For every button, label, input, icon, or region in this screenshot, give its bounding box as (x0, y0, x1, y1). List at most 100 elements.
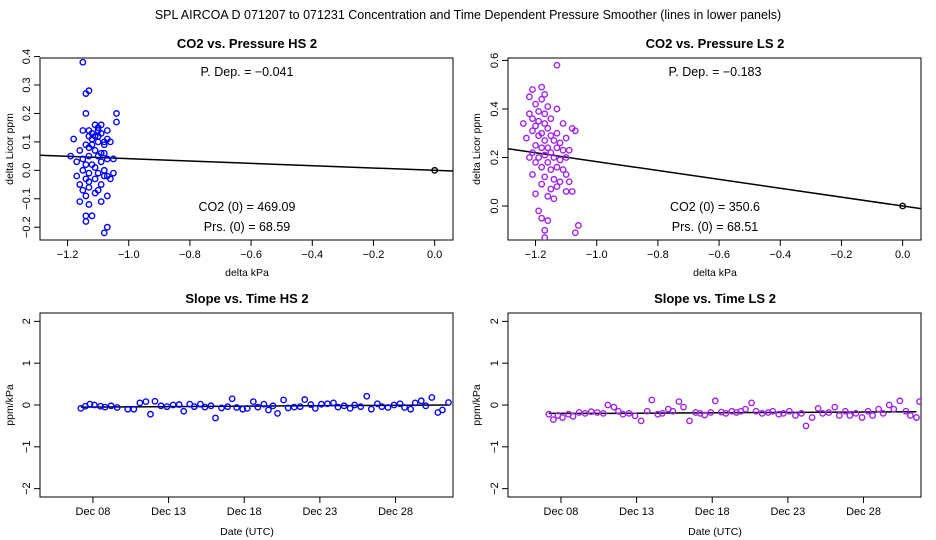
data-point (97, 402, 104, 410)
y-tick-label: 0.3 (21, 77, 33, 92)
data-point (91, 175, 99, 183)
data-point (547, 166, 555, 174)
data-point (593, 409, 601, 416)
data-point (97, 181, 105, 188)
data-point (79, 58, 87, 66)
data-point (346, 404, 354, 412)
data-point (522, 134, 530, 142)
data-point (91, 147, 99, 154)
x-tick-label: Dec 23 (770, 506, 805, 518)
data-point (819, 409, 827, 417)
data-point (538, 163, 546, 171)
plot-frame (39, 57, 454, 241)
data-point (779, 409, 787, 417)
data-point (544, 158, 552, 166)
prs-zero-label: Prs. (0) = 68.59 (204, 220, 291, 234)
data-point (163, 403, 171, 411)
panel-title: CO2 vs. Pressure HS 2 (177, 36, 317, 51)
panel-slope-time-hs2: Slope vs. Time HS 2 Date (UTC) ppm/kPa D… (4, 291, 454, 538)
data-point (535, 107, 542, 115)
y-tick-label: 0.4 (21, 49, 33, 64)
data-point (532, 100, 539, 108)
data-point (107, 402, 115, 410)
panel-title: CO2 vs. Pressure LS 2 (646, 36, 785, 51)
data-point (869, 412, 876, 419)
data-point (785, 407, 793, 415)
data-point (538, 95, 546, 103)
data-point (569, 412, 577, 420)
data-point (228, 395, 236, 403)
reference-point (431, 166, 439, 174)
data-point (541, 151, 549, 159)
data-point (85, 169, 93, 177)
data-point (565, 146, 573, 154)
data-point (752, 407, 760, 415)
data-point (307, 401, 315, 408)
data-point (538, 83, 546, 91)
x-tick-label: −0.2 (363, 249, 385, 261)
data-point (82, 192, 90, 200)
data-point (180, 407, 188, 415)
data-point (97, 158, 105, 166)
data-point (538, 144, 546, 152)
data-point (82, 161, 90, 169)
x-tick-label: Dec 28 (378, 506, 413, 518)
data-point (722, 409, 730, 417)
data-point (541, 110, 549, 118)
data-point (792, 412, 799, 419)
data-point (775, 410, 783, 418)
data-point (100, 229, 108, 237)
data-point (113, 110, 120, 117)
data-point (562, 171, 570, 178)
data-point (541, 91, 549, 98)
data-point (675, 398, 683, 406)
data-point (265, 406, 272, 414)
data-point (243, 404, 251, 412)
data-point (529, 171, 536, 178)
data-point (103, 155, 111, 163)
data-point (707, 409, 715, 416)
y-tick-label: −0.1 (21, 188, 33, 210)
data-point (439, 406, 446, 414)
reference-point (899, 202, 907, 210)
prs-zero-label: Prs. (0) = 68.51 (672, 220, 759, 234)
x-tick-label: 0.0 (895, 249, 910, 261)
data-point (532, 190, 539, 198)
data-point (529, 127, 536, 135)
data-point (544, 192, 552, 200)
y-tick-label: −2 (489, 482, 501, 495)
data-point (544, 144, 552, 152)
data-point (541, 226, 549, 234)
data-point (748, 399, 755, 407)
data-point (351, 401, 359, 409)
data-point (330, 399, 337, 407)
data-point (587, 408, 595, 416)
plot-area (545, 396, 921, 430)
data-point (890, 405, 898, 413)
data-point (106, 175, 114, 183)
data-point (334, 403, 342, 411)
data-point (73, 172, 81, 180)
y-tick-label: 0.1 (21, 134, 33, 149)
data-point (544, 217, 552, 224)
data-point (85, 152, 93, 160)
data-point (196, 400, 204, 408)
x-axis-label: Date (UTC) (688, 526, 742, 538)
data-point (526, 93, 533, 101)
data-point (260, 400, 268, 408)
pressure-dependence-label: P. Dep. = −0.183 (669, 65, 762, 79)
data-point (142, 398, 150, 406)
data-point (136, 399, 144, 407)
data-point (280, 396, 287, 404)
plot-area (40, 58, 453, 237)
x-tick-label: Dec 13 (151, 506, 186, 518)
x-tick-label: −0.8 (179, 249, 201, 261)
data-point (575, 409, 583, 416)
data-point (535, 154, 542, 161)
data-point (82, 110, 90, 117)
data-point (103, 192, 111, 200)
y-tick-label: −1 (21, 441, 33, 454)
x-tick-label: −0.4 (769, 249, 791, 261)
